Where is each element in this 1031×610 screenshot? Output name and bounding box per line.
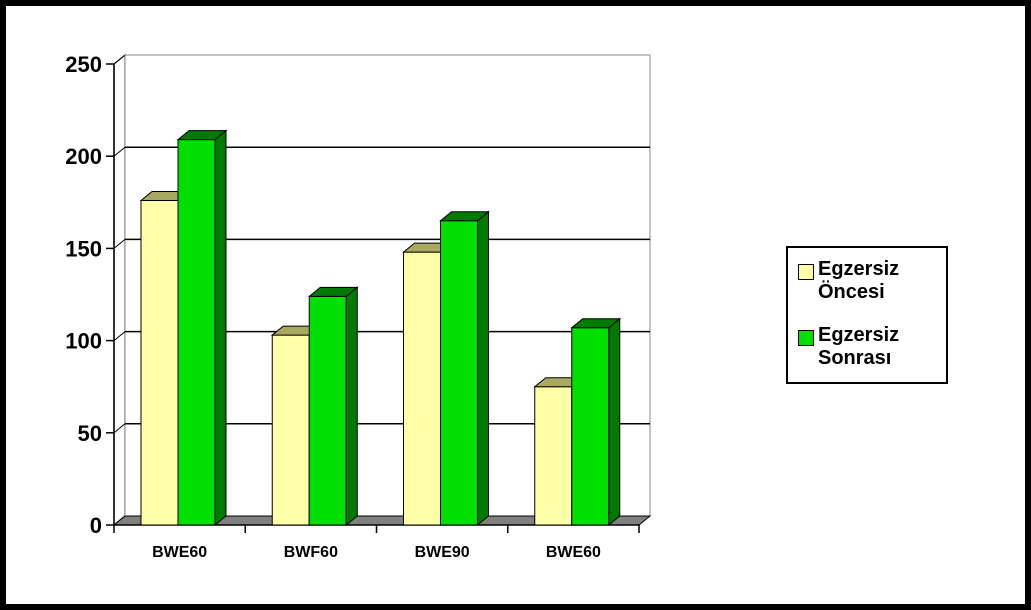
bar-front [140,199,179,526]
legend-swatch-after [798,330,814,346]
bar-side [608,317,621,527]
gridline-side [113,146,126,157]
bar-top [176,130,228,141]
x-tick-label: BWF60 [284,544,338,561]
bar-side [345,286,358,527]
gridline-side [113,423,126,434]
bar-top [307,286,359,297]
bar-front [177,139,216,526]
legend-label-before: Egzersiz Öncesi [818,258,900,303]
legend: Egzersiz Öncesi Egzersiz Sonrası [786,246,948,384]
x-tick-label: BWE60 [152,544,207,561]
bar-front [534,386,573,526]
gridline-side [113,331,126,341]
y-tick-label: 50 [78,421,102,446]
bar-side [477,210,489,527]
legend-swatch-before [798,264,814,280]
legend-label-after: Egzersiz Sonrası [818,324,900,369]
x-tick-label: BWE90 [415,544,470,561]
legend-item-before: Egzersiz Öncesi [798,258,938,304]
bar-front [271,334,310,526]
legend-item-after: Egzersiz Sonrası [798,324,938,370]
bar-top [439,211,490,222]
y-tick-label: 0 [90,513,102,538]
bar-top [570,318,622,329]
y-tick-label: 200 [65,144,102,169]
gridline-side [113,239,126,249]
y-tick-label: 250 [65,52,102,77]
bar-front [440,220,478,526]
bar-front [571,327,610,526]
y-tick-label: 100 [65,329,102,354]
bar-side [214,129,227,527]
bar-front [308,295,347,526]
side-wall [113,53,126,527]
bar-front [403,251,441,526]
y-tick-label: 150 [65,236,102,261]
x-tick-label: BWE60 [546,544,601,561]
